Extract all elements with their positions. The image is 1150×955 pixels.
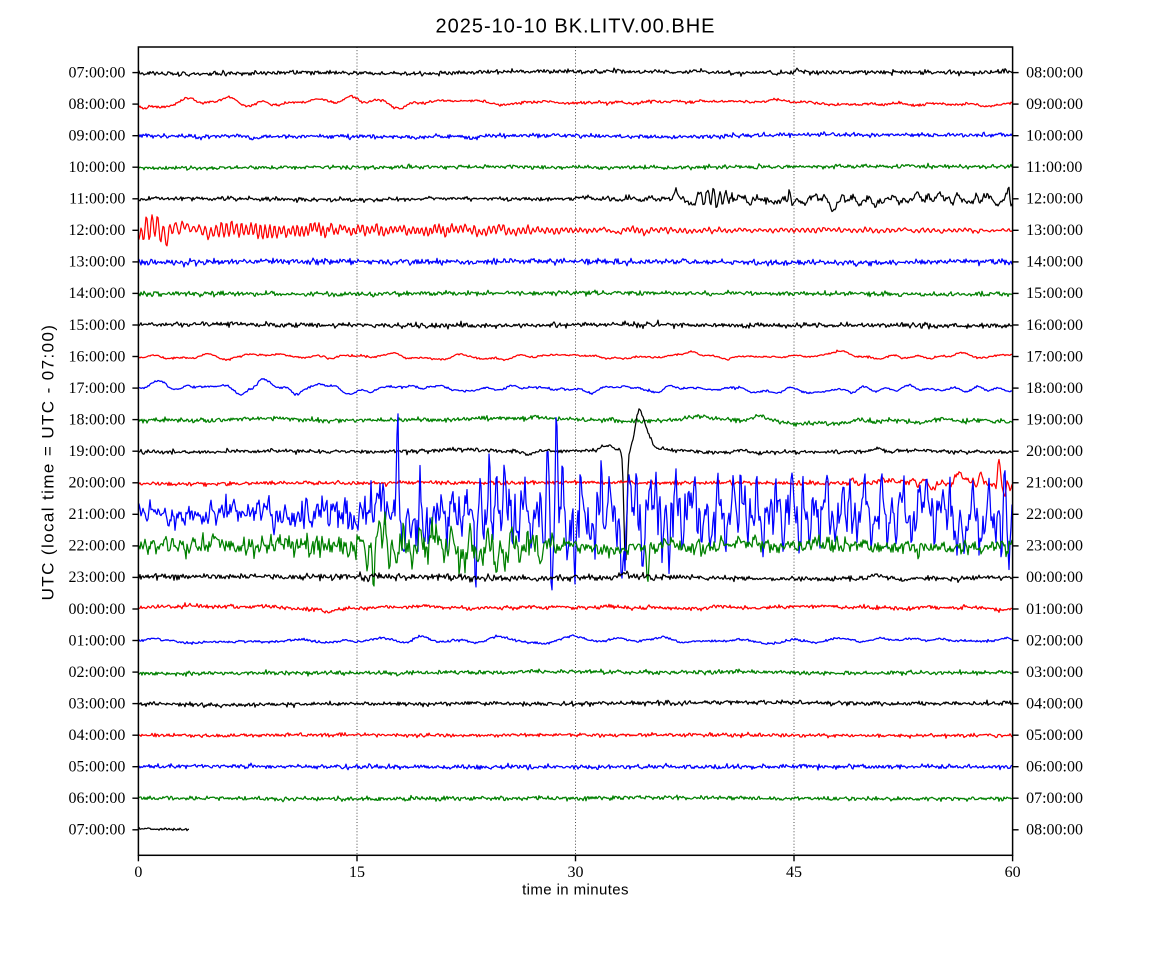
svg-text:09:00:00: 09:00:00 <box>1026 96 1083 113</box>
svg-text:13:00:00: 13:00:00 <box>1026 222 1083 239</box>
svg-text:09:00:00: 09:00:00 <box>69 128 126 145</box>
svg-text:time in minutes: time in minutes <box>522 882 629 899</box>
svg-text:07:00:00: 07:00:00 <box>69 64 126 81</box>
svg-text:13:00:00: 13:00:00 <box>69 254 126 271</box>
svg-text:22:00:00: 22:00:00 <box>69 538 126 555</box>
svg-text:05:00:00: 05:00:00 <box>69 759 126 776</box>
svg-text:08:00:00: 08:00:00 <box>69 96 126 113</box>
svg-text:01:00:00: 01:00:00 <box>69 632 126 649</box>
svg-text:16:00:00: 16:00:00 <box>69 348 126 365</box>
svg-text:10:00:00: 10:00:00 <box>69 159 126 176</box>
svg-text:16:00:00: 16:00:00 <box>1026 317 1083 334</box>
svg-text:06:00:00: 06:00:00 <box>1026 759 1083 776</box>
svg-text:11:00:00: 11:00:00 <box>69 191 125 208</box>
svg-text:20:00:00: 20:00:00 <box>69 475 126 492</box>
svg-text:00:00:00: 00:00:00 <box>69 601 126 618</box>
svg-text:08:00:00: 08:00:00 <box>1026 64 1083 81</box>
svg-text:14:00:00: 14:00:00 <box>1026 254 1083 271</box>
svg-text:01:00:00: 01:00:00 <box>1026 601 1083 618</box>
svg-text:17:00:00: 17:00:00 <box>69 380 126 397</box>
svg-text:21:00:00: 21:00:00 <box>1026 475 1083 492</box>
svg-text:08:00:00: 08:00:00 <box>1026 822 1083 839</box>
svg-text:18:00:00: 18:00:00 <box>69 411 126 428</box>
svg-text:02:00:00: 02:00:00 <box>69 664 126 681</box>
svg-text:UTC (local time = UTC - 07:00): UTC (local time = UTC - 07:00) <box>39 324 58 601</box>
svg-text:23:00:00: 23:00:00 <box>69 569 126 586</box>
svg-text:30: 30 <box>568 864 584 881</box>
svg-text:23:00:00: 23:00:00 <box>1026 538 1083 555</box>
svg-text:22:00:00: 22:00:00 <box>1026 506 1083 523</box>
svg-text:15:00:00: 15:00:00 <box>1026 285 1083 302</box>
svg-text:00:00:00: 00:00:00 <box>1026 569 1083 586</box>
svg-text:45: 45 <box>786 864 802 881</box>
svg-text:06:00:00: 06:00:00 <box>69 790 126 807</box>
svg-text:20:00:00: 20:00:00 <box>1026 443 1083 460</box>
svg-text:0: 0 <box>134 864 142 881</box>
svg-text:18:00:00: 18:00:00 <box>1026 380 1083 397</box>
svg-text:19:00:00: 19:00:00 <box>1026 411 1083 428</box>
svg-text:04:00:00: 04:00:00 <box>69 727 126 744</box>
svg-text:14:00:00: 14:00:00 <box>69 285 126 302</box>
svg-text:19:00:00: 19:00:00 <box>69 443 126 460</box>
svg-text:03:00:00: 03:00:00 <box>69 695 126 712</box>
svg-text:05:00:00: 05:00:00 <box>1026 727 1083 744</box>
svg-text:07:00:00: 07:00:00 <box>1026 790 1083 807</box>
svg-text:15:00:00: 15:00:00 <box>69 317 126 334</box>
svg-text:21:00:00: 21:00:00 <box>69 506 126 523</box>
svg-text:02:00:00: 02:00:00 <box>1026 632 1083 649</box>
svg-text:11:00:00: 11:00:00 <box>1026 159 1082 176</box>
svg-text:03:00:00: 03:00:00 <box>1026 664 1083 681</box>
svg-text:12:00:00: 12:00:00 <box>1026 191 1083 208</box>
svg-text:12:00:00: 12:00:00 <box>69 222 126 239</box>
svg-text:17:00:00: 17:00:00 <box>1026 348 1083 365</box>
svg-text:07:00:00: 07:00:00 <box>69 822 126 839</box>
svg-text:04:00:00: 04:00:00 <box>1026 695 1083 712</box>
svg-text:10:00:00: 10:00:00 <box>1026 128 1083 145</box>
svg-text:15: 15 <box>349 864 365 881</box>
svg-text:60: 60 <box>1005 864 1021 881</box>
svg-text:2025-10-10 BK.LITV.00.BHE: 2025-10-10 BK.LITV.00.BHE <box>436 16 716 38</box>
